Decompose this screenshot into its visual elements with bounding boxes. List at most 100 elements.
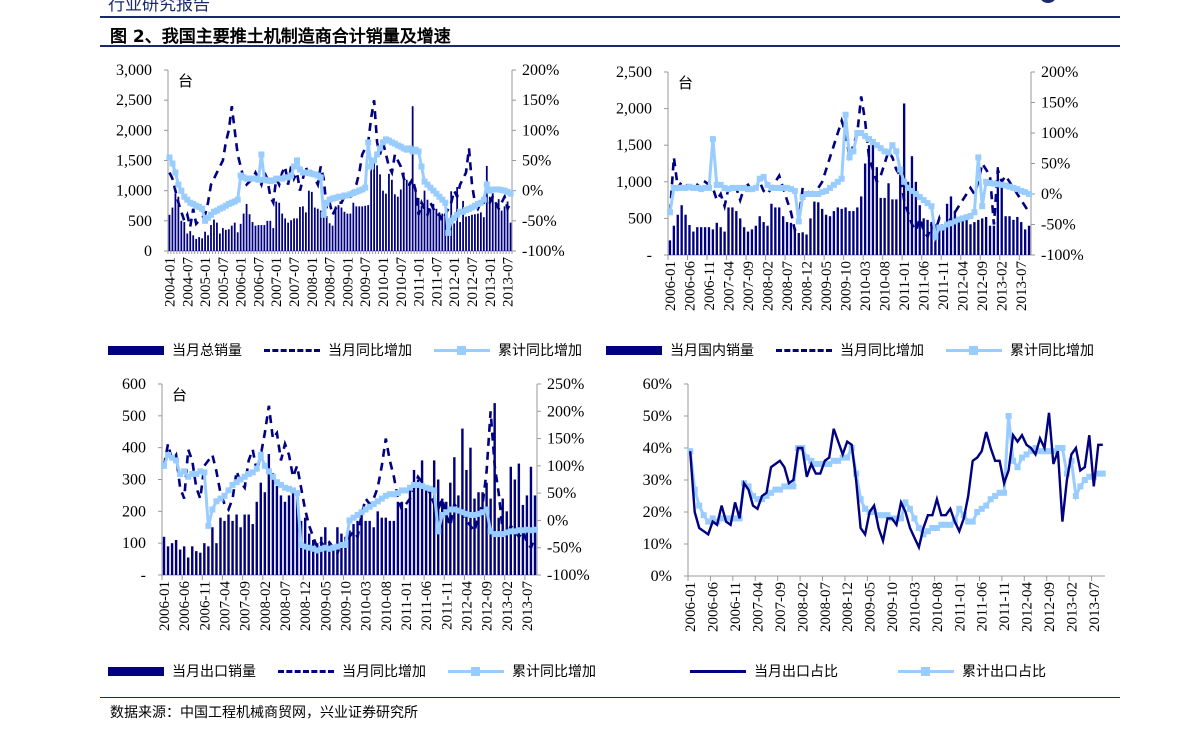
cumulative-point <box>959 215 966 222</box>
bar <box>210 225 212 251</box>
cumulative-point <box>830 181 837 188</box>
bar <box>260 225 263 251</box>
x-tick-label: 2006-06 <box>706 582 722 632</box>
cumulative-point <box>666 209 673 216</box>
cumulative-point <box>857 496 864 503</box>
cumulative-point <box>166 154 173 161</box>
bar <box>380 517 383 575</box>
bar <box>817 202 820 255</box>
cumulative-point <box>705 518 712 525</box>
yoy-dashed-line <box>168 99 512 228</box>
bar <box>174 539 178 575</box>
x-tick-label: 2006-07 <box>251 257 267 307</box>
bar <box>789 222 793 255</box>
cumulative-point <box>994 181 1001 188</box>
bar <box>438 212 441 251</box>
bar <box>449 482 452 575</box>
right-tick-label: 100% <box>547 458 584 475</box>
cumulative-point <box>1010 184 1017 191</box>
bar <box>343 211 346 251</box>
x-tick-label: 2010-01 <box>376 257 392 307</box>
legend-item-bars: 当月国内销量 <box>606 340 754 360</box>
cumulative-point <box>257 451 264 458</box>
cumulative-point <box>979 203 986 210</box>
bar <box>509 466 512 575</box>
cumulative-point <box>682 184 689 191</box>
cumulative-point <box>511 528 518 535</box>
bar <box>312 539 315 575</box>
bar <box>275 201 278 251</box>
bar <box>337 205 340 251</box>
bar <box>758 216 761 255</box>
cumulative-point <box>527 527 534 534</box>
bar <box>899 174 902 255</box>
cumulative-point <box>495 531 502 538</box>
bar <box>930 222 933 255</box>
bar <box>770 203 773 255</box>
bar <box>883 197 886 255</box>
cumulative-point <box>780 184 787 191</box>
bar <box>500 210 503 251</box>
bar <box>168 214 171 251</box>
cumulative-point <box>427 485 434 492</box>
legend-label: 累计同比增加 <box>498 343 582 359</box>
bar <box>180 220 183 251</box>
bar <box>396 196 399 251</box>
bar <box>424 485 428 575</box>
cumulative-point <box>862 133 869 140</box>
cumulative-point <box>916 194 923 201</box>
x-tick-label: 2008-07 <box>323 257 339 307</box>
right-tick-label: -50% <box>1041 217 1076 234</box>
bar <box>364 205 367 251</box>
cumulative-point <box>370 501 377 508</box>
cumulative-point <box>1018 187 1025 194</box>
cumulative-point <box>398 487 405 494</box>
bar <box>213 219 215 251</box>
cumulative-point <box>302 543 309 550</box>
cumulative-point <box>1099 470 1106 477</box>
bar <box>485 165 488 251</box>
x-tick-label: 2011-11 <box>936 261 952 310</box>
cumulative-point <box>435 528 442 535</box>
left-tick-label: 10% <box>643 536 672 553</box>
marker-line-swatch-icon <box>434 345 490 355</box>
bar <box>453 223 456 251</box>
x-tick-label: 2009-10 <box>885 582 901 632</box>
cumulative-point <box>447 506 454 513</box>
x-tick-label: 2009-10 <box>338 581 354 631</box>
cumulative-point <box>394 490 401 497</box>
bar <box>361 206 364 251</box>
bar <box>477 213 479 251</box>
bar <box>778 207 781 255</box>
bar <box>432 460 436 575</box>
cumulative-point <box>1072 493 1079 499</box>
header-rule <box>100 16 1120 18</box>
data-source-note: 数据来源：中国工程机械商贸网，兴业证券研究所 <box>110 705 418 721</box>
cumulative-point <box>277 481 284 488</box>
bar <box>305 212 307 251</box>
cumulative-point <box>318 545 325 552</box>
cumulative-point <box>764 181 771 188</box>
left-tick-label: 40% <box>643 440 672 457</box>
legend-label: 累计同比增加 <box>512 664 596 680</box>
cumulative-point <box>696 502 703 509</box>
bar <box>219 233 221 251</box>
x-tick-label: 2013-02 <box>500 581 516 631</box>
bar <box>533 495 537 575</box>
cumulative-point <box>448 217 455 224</box>
cumulative-point <box>406 145 413 152</box>
bar <box>174 193 177 251</box>
bar <box>844 207 847 255</box>
bar <box>746 231 750 255</box>
x-tick-label: 2007-04 <box>751 582 767 632</box>
bar <box>162 536 166 575</box>
bar <box>316 543 319 575</box>
bar <box>405 179 408 251</box>
x-tick-label: 2010-03 <box>907 582 923 632</box>
cumulative-point <box>884 512 891 519</box>
right-tick-label: 50% <box>1041 156 1070 173</box>
cumulative-point <box>424 181 431 188</box>
cumulative-point <box>893 148 900 155</box>
chart4-legend: 当月出口占比 累计出口占比 <box>690 661 1068 681</box>
x-tick-label: 2006-11 <box>197 581 213 630</box>
